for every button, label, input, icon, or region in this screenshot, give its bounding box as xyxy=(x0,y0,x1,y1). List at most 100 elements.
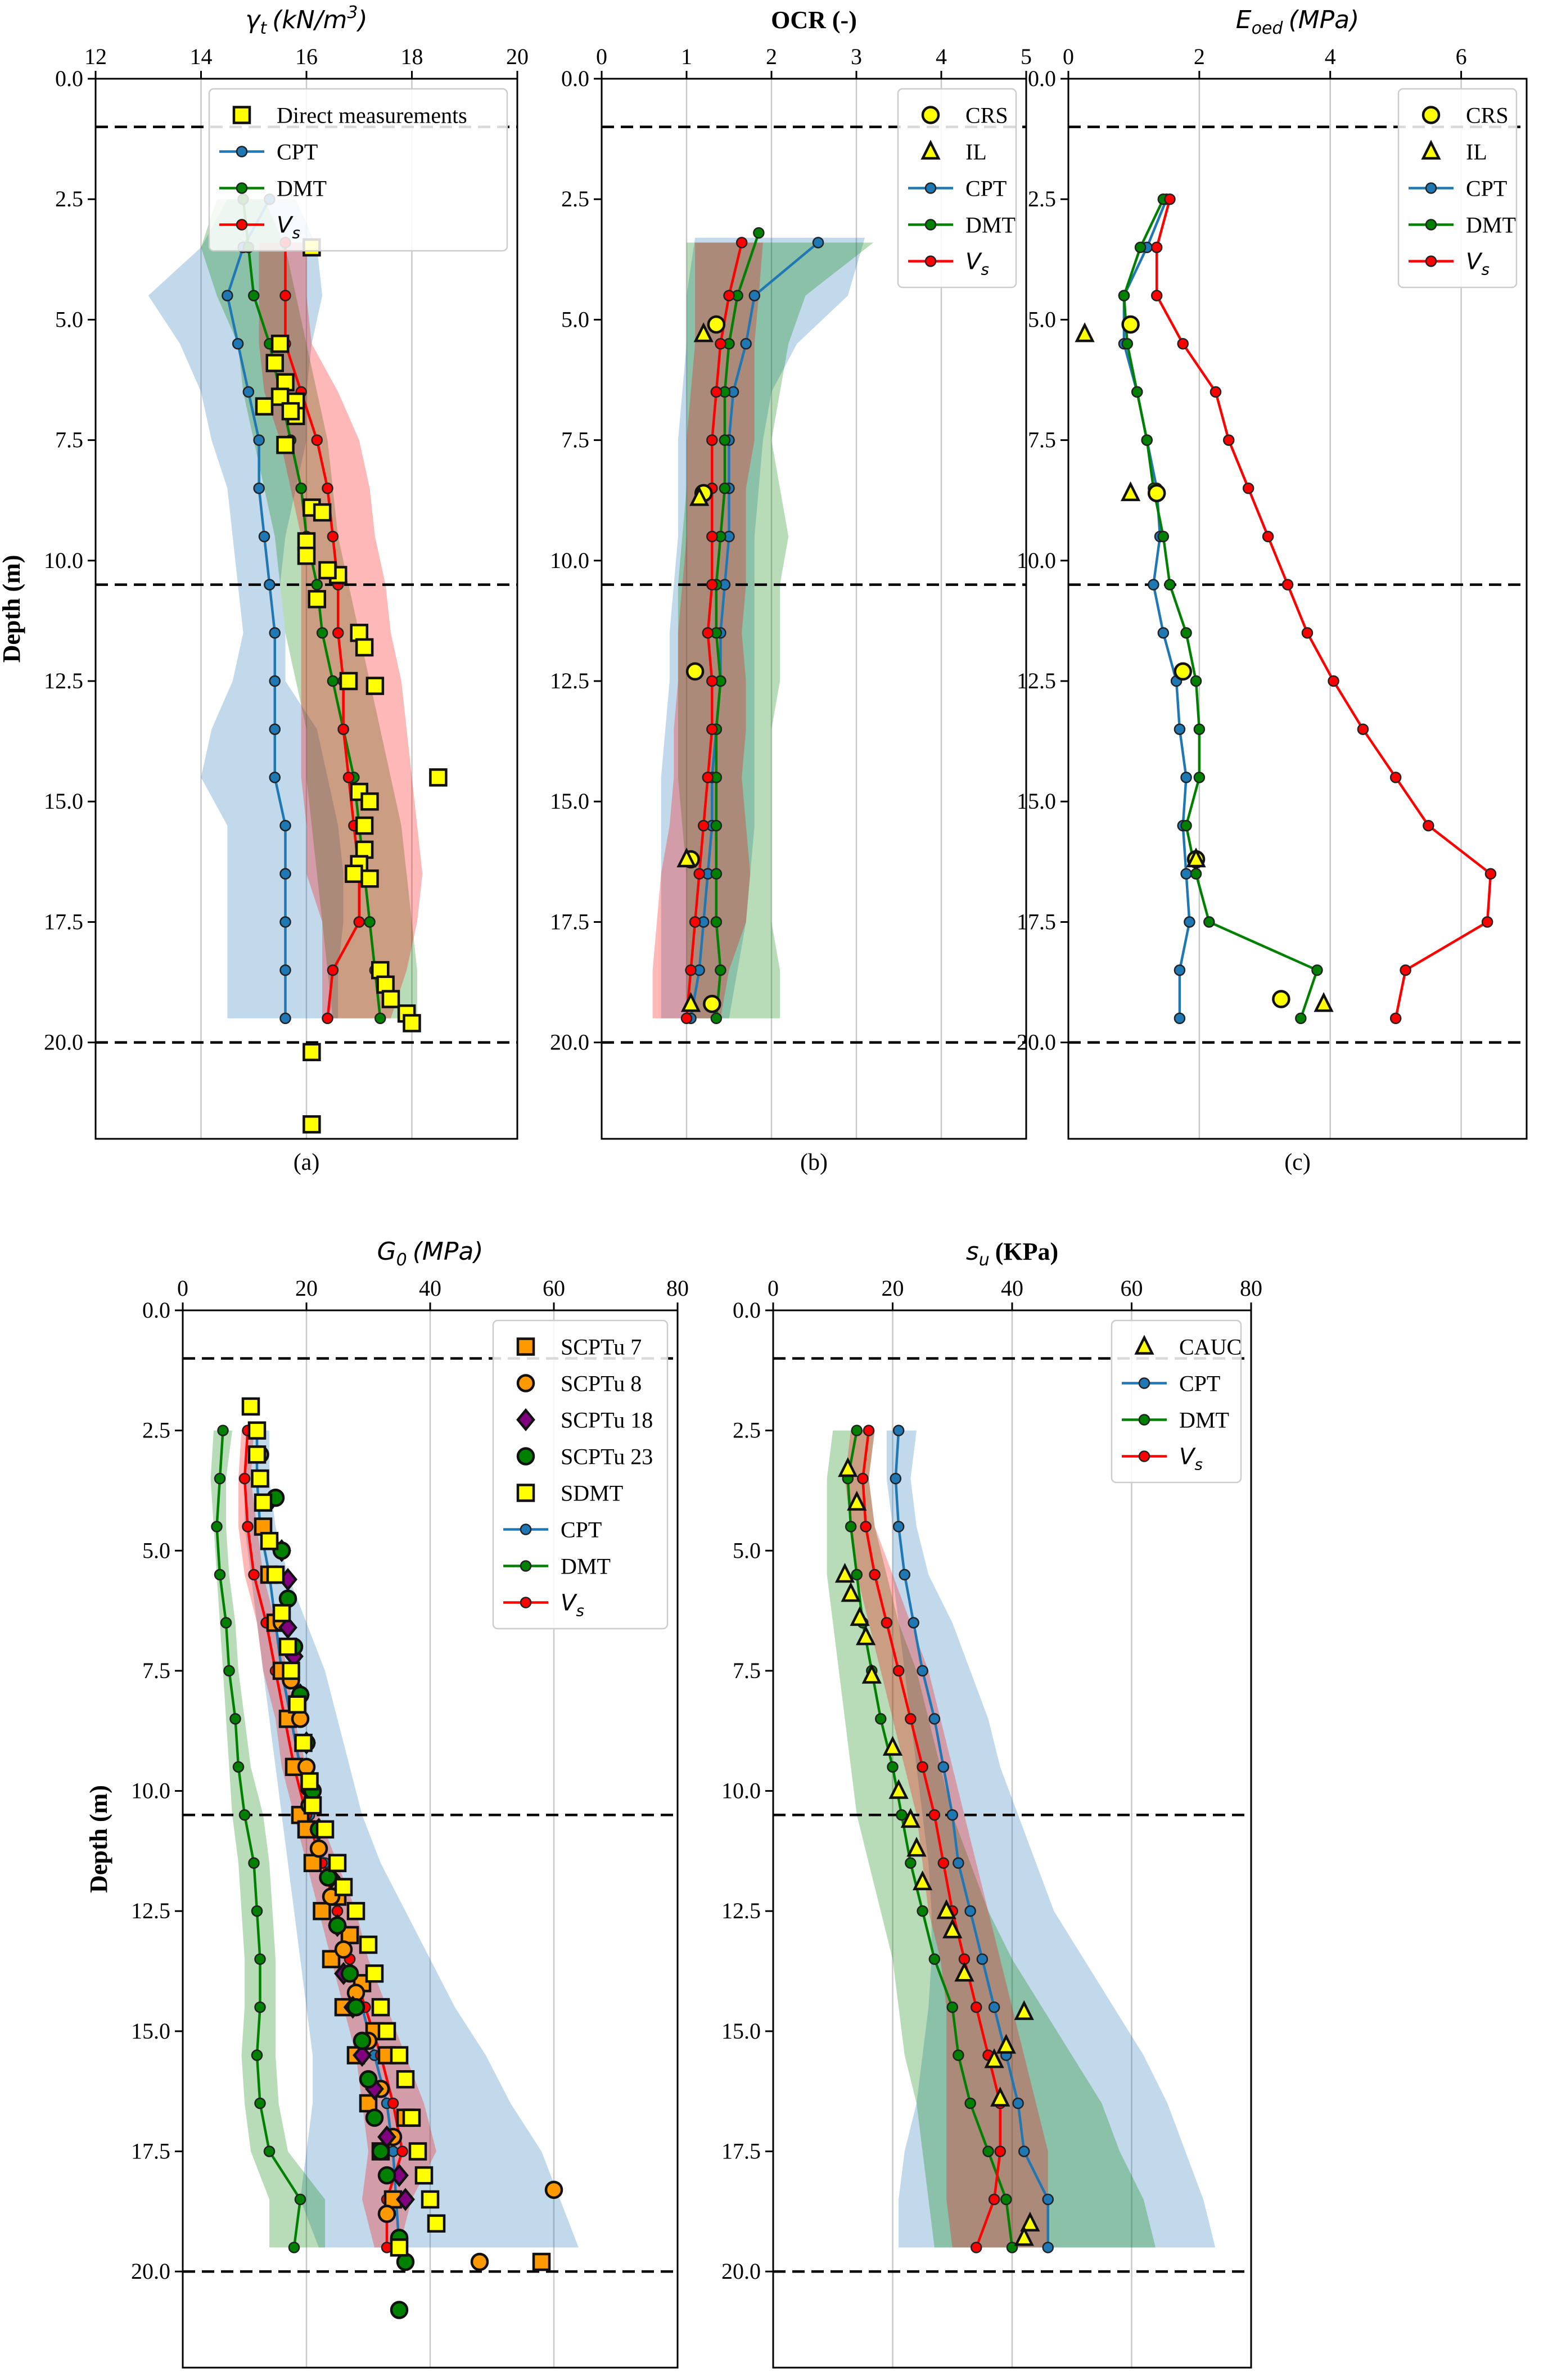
marker-point xyxy=(303,1796,322,1815)
markers-sdmt xyxy=(241,1397,446,2257)
data-point xyxy=(946,1809,958,1821)
x-tick-label: 80 xyxy=(1240,1275,1262,1301)
y-tick-label: 5.0 xyxy=(55,306,83,332)
data-point xyxy=(964,2097,976,2109)
data-point xyxy=(288,2242,300,2253)
data-point xyxy=(1295,1012,1307,1025)
data-point xyxy=(1242,483,1254,494)
legend-symbol: V xyxy=(1179,1444,1196,1470)
series-line xyxy=(861,1430,1001,2248)
data-point xyxy=(1180,868,1192,880)
marker-point xyxy=(861,1664,882,1684)
y-tick-label: 2.5 xyxy=(733,1418,761,1443)
y-tick-label: 17.5 xyxy=(550,909,589,934)
legend-line-marker xyxy=(1425,255,1437,267)
data-point xyxy=(232,1761,245,1773)
title-unit: (MPa) xyxy=(1288,6,1359,34)
y-tick-label: 5.0 xyxy=(561,306,589,332)
marker-point xyxy=(421,2190,440,2209)
data-point xyxy=(1177,338,1189,350)
y-tick-label: 12.5 xyxy=(131,1898,170,1923)
y-tick-label: 12.5 xyxy=(44,668,83,693)
x-tick-label: 1 xyxy=(681,44,692,69)
y-tick-label: 17.5 xyxy=(721,2138,761,2163)
data-point xyxy=(327,675,339,687)
legend-line-marker xyxy=(236,219,248,231)
data-point xyxy=(364,916,376,928)
marker-point xyxy=(288,1695,306,1714)
data-point xyxy=(1164,579,1176,591)
y-tick-label: 15.0 xyxy=(1017,788,1056,814)
series-line xyxy=(1122,199,1319,1019)
marker-point xyxy=(278,1637,297,1656)
legend-box xyxy=(897,88,1017,289)
y-tick-label: 7.5 xyxy=(733,1658,761,1683)
panel-label: (a) xyxy=(294,1150,320,1175)
markers-il xyxy=(1075,322,1334,1012)
panel-title: Eoed (MPa) xyxy=(1236,6,1359,38)
data-point xyxy=(396,2145,408,2157)
panel-label: (d) xyxy=(417,2378,444,2380)
series-line xyxy=(243,1430,404,2248)
band-dmt-range xyxy=(210,1430,325,2248)
data-point xyxy=(710,868,723,880)
y-tick-label: 20.0 xyxy=(550,1030,589,1055)
legend-marker xyxy=(516,1374,535,1392)
legend-label: IL xyxy=(965,139,987,165)
legend-label: DMT xyxy=(965,213,1016,238)
data-point xyxy=(982,2145,994,2157)
x-tick-label: 2 xyxy=(1194,44,1205,69)
data-point xyxy=(685,964,697,976)
data-point xyxy=(1141,434,1153,446)
markers-cauc xyxy=(834,1457,1040,2246)
data-point xyxy=(740,338,752,350)
series-line xyxy=(1122,199,1191,1018)
legend-marker xyxy=(232,106,251,124)
data-point xyxy=(217,1425,229,1436)
data-point xyxy=(1281,579,1294,591)
title-symbol: G xyxy=(377,1237,396,1266)
title-subscript: oed xyxy=(1252,19,1284,38)
x-tick-label: 60 xyxy=(543,1275,565,1301)
marker-point xyxy=(680,992,701,1012)
chart-panel-a: 12 14 16 18 20 0.0 2.5 5.0 7.5 10.0 12.5 15.0 17.5 20… xyxy=(0,3,529,1175)
data-point xyxy=(269,627,281,639)
marker-point xyxy=(377,2166,396,2185)
panel-label: (e) xyxy=(999,2378,1026,2380)
marker-point xyxy=(838,1457,858,1477)
data-point xyxy=(279,290,291,301)
markers-direct-measurements xyxy=(255,238,448,1134)
data-point xyxy=(953,2049,964,2061)
marker-point xyxy=(247,1445,267,1464)
x-tick-label: 16 xyxy=(295,44,318,69)
marker-point xyxy=(396,2070,415,2089)
legend-box xyxy=(208,88,508,252)
data-point xyxy=(994,2145,1006,2157)
marker-point xyxy=(365,677,385,695)
marker-point xyxy=(882,1736,903,1756)
y-tick-label: 20.0 xyxy=(1017,1030,1056,1055)
series-line xyxy=(215,1430,302,2248)
legend-label: SCPTu 7 xyxy=(561,1335,642,1360)
marker-point xyxy=(255,397,274,416)
data-point xyxy=(899,1568,910,1581)
y-tick-label: 17.5 xyxy=(1017,909,1056,934)
legend-line-marker xyxy=(520,1597,532,1608)
series-cpt xyxy=(890,1425,1054,2253)
data-point xyxy=(254,1953,266,1965)
data-point xyxy=(222,290,233,301)
data-point xyxy=(294,2193,306,2206)
data-point xyxy=(214,1568,226,1581)
marker-point xyxy=(359,1935,378,1954)
marker-point xyxy=(414,2166,434,2185)
legend-subscript: s xyxy=(1194,1455,1203,1474)
chart-panel-e: 0 20 40 60 80 0.0 2.5 5.0 7.5 10.0 12.5 15.0 17.5 20.… xyxy=(721,1237,1262,2380)
marker-point xyxy=(390,2238,409,2257)
y-tick-label: 17.5 xyxy=(44,909,83,934)
marker-point xyxy=(850,1606,870,1626)
marker-point xyxy=(297,547,316,565)
marker-point xyxy=(984,2048,1004,2068)
legend-label: DMT xyxy=(561,1554,611,1579)
data-point xyxy=(1150,241,1163,254)
marker-point xyxy=(841,1582,861,1602)
